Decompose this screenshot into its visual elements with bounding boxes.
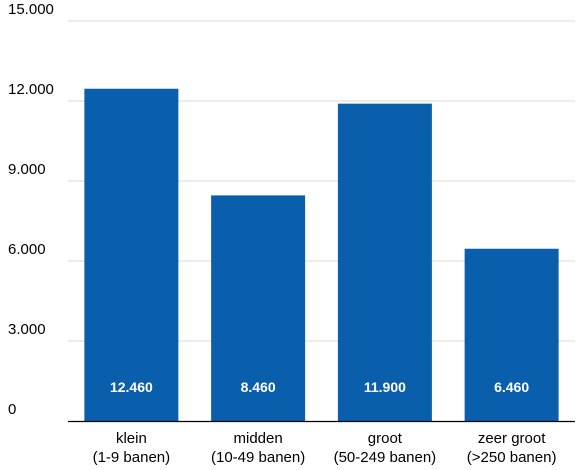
- y-axis: 0 3.000 6.000 9.000 12.000 15.000: [8, 1, 54, 418]
- x-category-label: (50-249 banen): [334, 449, 437, 466]
- x-category-label: (1-9 banen): [93, 449, 171, 466]
- x-category-label: (>250 banen): [467, 449, 557, 466]
- x-category-label: klein: [116, 430, 147, 447]
- x-axis: klein (1-9 banen) midden (10-49 banen) groot…: [68, 420, 575, 466]
- y-tick-label: 12.000: [8, 81, 54, 98]
- bars: 12.460 8.460 11.900 6.460: [84, 88, 559, 422]
- bar: [464, 248, 559, 421]
- bar-value-label: 11.900: [364, 379, 406, 395]
- x-category-label: zeer groot: [478, 430, 546, 447]
- bar-value-label: 6.460: [494, 379, 529, 395]
- y-tick-label: 15.000: [8, 1, 54, 18]
- bar-value-label: 8.460: [241, 379, 276, 395]
- x-category-label: (10-49 banen): [211, 449, 305, 466]
- x-category-label: midden: [234, 430, 283, 447]
- y-tick-label: 3.000: [8, 321, 46, 338]
- bar: [337, 103, 432, 422]
- x-category-label: groot: [368, 430, 403, 447]
- bar: [84, 88, 179, 421]
- y-tick-label: 9.000: [8, 161, 46, 178]
- y-tick-label: 6.000: [8, 241, 46, 258]
- bar: [211, 195, 306, 421]
- bar-value-label: 12.460: [110, 379, 153, 395]
- y-tick-label: 0: [8, 401, 16, 418]
